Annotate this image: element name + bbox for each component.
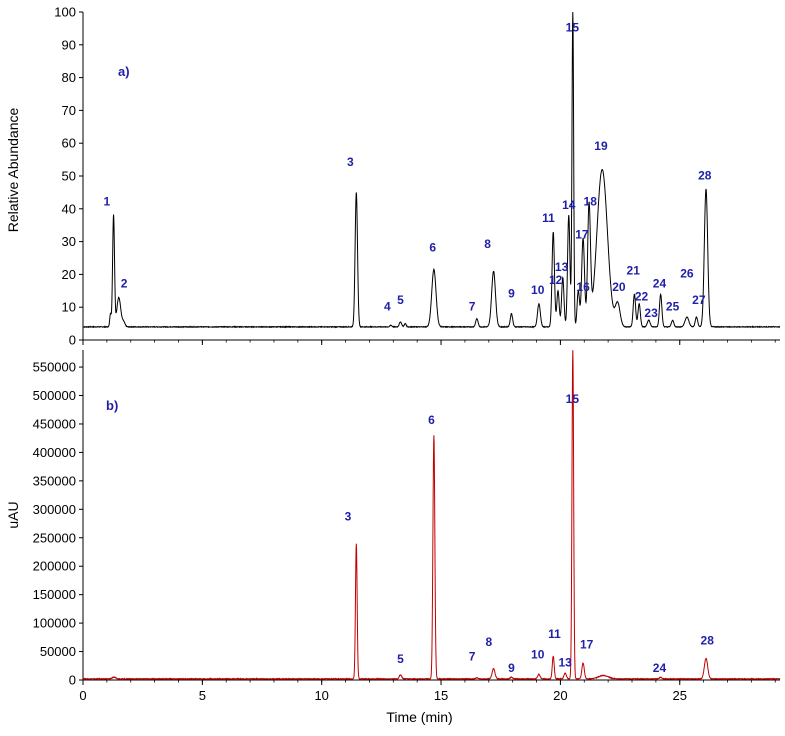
x-tick-label: 5 bbox=[199, 688, 206, 703]
y-tick-label: 100 bbox=[54, 5, 76, 20]
y-tick-label: 50000 bbox=[40, 644, 76, 659]
chromatogram-trace bbox=[82, 350, 781, 681]
y-tick-label: 30 bbox=[62, 234, 76, 249]
peak-label: 26 bbox=[680, 267, 694, 281]
peak-label: 24 bbox=[653, 277, 667, 291]
y-tick-label: 350000 bbox=[33, 473, 76, 488]
x-tick-label: 15 bbox=[434, 688, 448, 703]
y-tick-label: 300000 bbox=[33, 502, 76, 517]
peak-label: 1 bbox=[104, 195, 111, 209]
y-tick-label: 450000 bbox=[33, 416, 76, 431]
y-tick-label: 0 bbox=[69, 673, 76, 688]
peak-label: 27 bbox=[692, 293, 706, 307]
y-tick-label: 90 bbox=[62, 37, 76, 52]
panel-label: b) bbox=[106, 398, 118, 413]
x-axis-title: Time (min) bbox=[386, 709, 452, 725]
peak-label: 15 bbox=[566, 392, 580, 406]
peak-label: 14 bbox=[562, 198, 576, 212]
y-tick-label: 70 bbox=[62, 103, 76, 118]
x-tick-label: 10 bbox=[314, 688, 328, 703]
y-axis-title: uAU bbox=[5, 501, 21, 528]
y-tick-label: 200000 bbox=[33, 559, 76, 574]
chromatogram-trace bbox=[82, 11, 781, 329]
y-tick-label: 60 bbox=[62, 136, 76, 151]
peak-label: 19 bbox=[594, 139, 608, 153]
y-tick-label: 20 bbox=[62, 267, 76, 282]
y-axis-title: Relative Abundance bbox=[5, 108, 21, 233]
peak-label: 3 bbox=[347, 155, 354, 169]
y-tick-label: 150000 bbox=[33, 587, 76, 602]
peak-label: 25 bbox=[666, 299, 680, 313]
y-tick-label: 0 bbox=[69, 333, 76, 348]
panel-b-chromatogram: 0500001000001500002000002500003000003500… bbox=[5, 350, 781, 725]
peak-label: 10 bbox=[531, 283, 545, 297]
peak-label: 13 bbox=[555, 260, 569, 274]
y-tick-label: 100000 bbox=[33, 616, 76, 631]
y-tick-label: 10 bbox=[62, 300, 76, 315]
peak-label: 22 bbox=[635, 290, 649, 304]
peak-label: 8 bbox=[485, 635, 492, 649]
peak-label: 2 bbox=[121, 277, 128, 291]
x-tick-label: 0 bbox=[79, 688, 86, 703]
peak-label: 7 bbox=[469, 650, 476, 664]
peak-label: 8 bbox=[484, 237, 491, 251]
peak-label: 6 bbox=[429, 240, 436, 254]
peak-label: 13 bbox=[558, 655, 572, 669]
panel-label: a) bbox=[118, 64, 130, 79]
peak-label: 10 bbox=[531, 647, 545, 661]
peak-label: 21 bbox=[627, 263, 641, 277]
y-tick-label: 500000 bbox=[33, 388, 76, 403]
x-tick-label: 25 bbox=[673, 688, 687, 703]
peak-label: 18 bbox=[584, 195, 598, 209]
peak-label: 5 bbox=[397, 652, 404, 666]
peak-label: 28 bbox=[698, 168, 712, 182]
peak-label: 11 bbox=[542, 211, 555, 225]
peak-label: 17 bbox=[580, 638, 594, 652]
y-tick-label: 250000 bbox=[33, 530, 76, 545]
peak-label: 4 bbox=[384, 299, 391, 313]
peak-label: 24 bbox=[653, 661, 667, 675]
y-tick-label: 550000 bbox=[33, 360, 76, 375]
peak-label: 16 bbox=[576, 280, 590, 294]
peak-label: 11 bbox=[548, 627, 561, 641]
peak-label: 5 bbox=[397, 293, 404, 307]
peak-label: 28 bbox=[701, 634, 715, 648]
panel-a-chromatogram: 0 10 20 30 40 50 60 70 80 90 100 Relative Abundance… bbox=[5, 5, 781, 348]
y-tick-label: 40 bbox=[62, 201, 76, 216]
peak-label: 3 bbox=[345, 510, 352, 524]
peak-label: 9 bbox=[508, 661, 515, 675]
y-tick-label: 400000 bbox=[33, 445, 76, 460]
y-tick-label: 80 bbox=[62, 70, 76, 85]
y-tick-label: 50 bbox=[62, 169, 76, 184]
x-tick-label: 20 bbox=[553, 688, 567, 703]
peak-label: 15 bbox=[566, 21, 580, 35]
peak-label: 6 bbox=[428, 413, 435, 427]
peak-label: 20 bbox=[612, 280, 626, 294]
peak-label: 7 bbox=[469, 299, 476, 313]
peak-label: 23 bbox=[644, 306, 658, 320]
peak-label: 17 bbox=[575, 227, 589, 241]
peak-label: 12 bbox=[549, 273, 563, 287]
peak-label: 9 bbox=[508, 286, 515, 300]
